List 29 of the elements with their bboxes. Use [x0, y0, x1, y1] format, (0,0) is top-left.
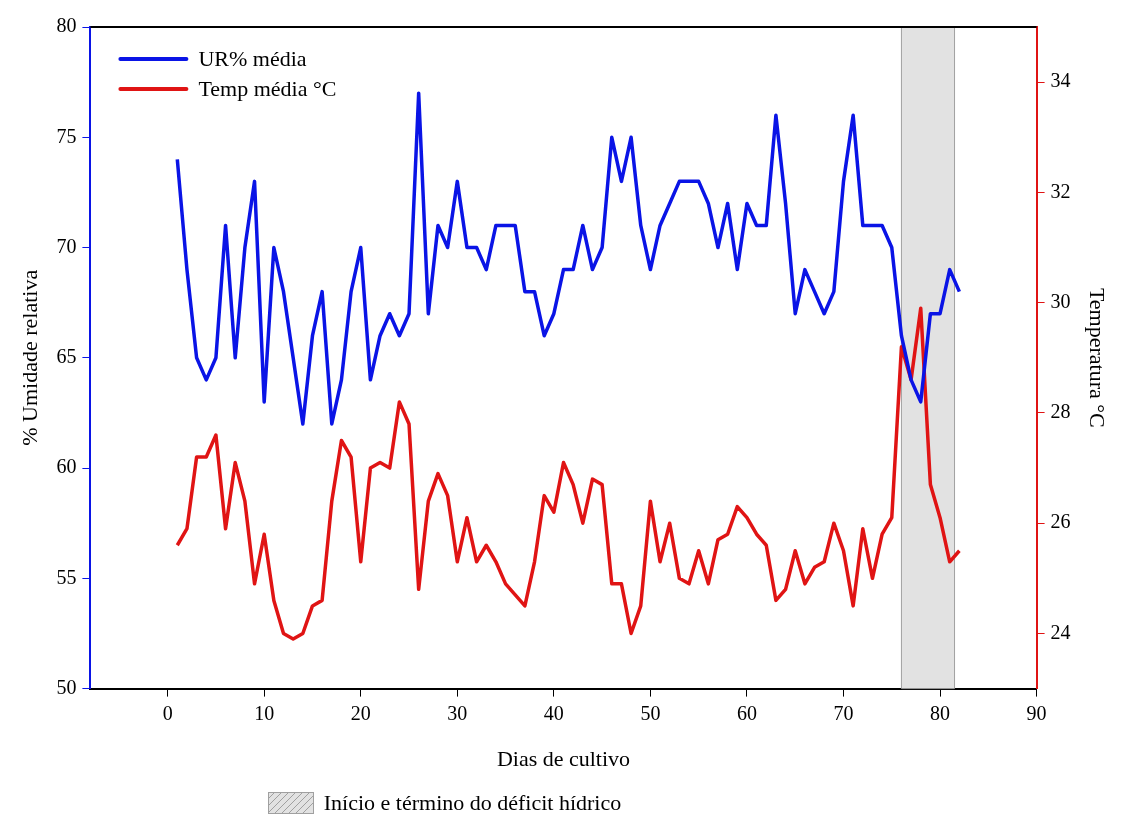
y2-tick-label: 28	[1050, 400, 1071, 423]
legend-label: UR% média	[198, 45, 307, 71]
x-tick-label: 30	[447, 701, 468, 724]
y2-tick-label: 24	[1050, 620, 1071, 643]
x-tick-label: 40	[543, 701, 564, 724]
x-tick-label: 10	[254, 701, 275, 724]
x-tick-label: 60	[736, 701, 757, 724]
x-axis-title: Dias de cultivo	[496, 745, 631, 771]
x-tick-label: 50	[640, 701, 661, 724]
x-tick-label: 20	[350, 701, 371, 724]
y-tick-label: 55	[56, 565, 77, 588]
text: Início e término do déficit hídrico	[323, 790, 622, 816]
y2-tick-label: 34	[1050, 69, 1071, 92]
x-tick-label: 80	[930, 701, 951, 724]
y-axis-title: % Umidade relativa	[16, 269, 42, 446]
y-tick-label: 75	[56, 124, 77, 147]
y2-tick-label: 32	[1050, 179, 1071, 202]
y-tick-label: 50	[56, 675, 77, 698]
y-tick-label: 60	[56, 455, 77, 478]
x-tick-label: 70	[833, 701, 854, 724]
x-tick-label: 90	[1026, 701, 1047, 724]
y2-axis-title: Temperatura °C	[1085, 287, 1111, 428]
y-tick-label: 65	[56, 345, 77, 368]
x-tick-label: 0	[162, 701, 173, 724]
y2-tick-label: 26	[1050, 510, 1071, 533]
legend-label: Temp média °C	[198, 75, 337, 101]
y-tick-label: 70	[56, 234, 77, 257]
y2-tick-label: 30	[1050, 289, 1071, 312]
y-tick-label: 80	[56, 14, 77, 37]
